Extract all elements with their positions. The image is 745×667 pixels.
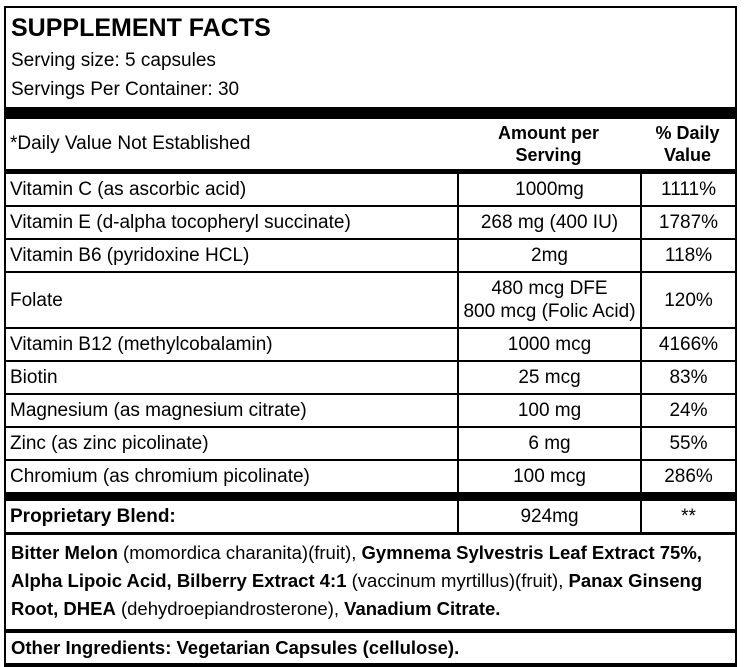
blend-ingredient: Gymnema Sylvestris Leaf Extract 75%, Alp… xyxy=(11,542,702,591)
amount-value: 1000 mcg xyxy=(457,329,640,360)
daily-value: 118% xyxy=(640,240,735,271)
blend-detail: (momordica charanita)(fruit), xyxy=(117,542,362,563)
blend-description: Bitter Melon (momordica charanita)(fruit… xyxy=(6,535,735,629)
serving-size: Serving size: 5 capsules xyxy=(11,50,216,71)
servings-per-container: Servings Per Container: 30 xyxy=(11,79,240,100)
blend-ingredient: Bitter Melon xyxy=(11,542,118,563)
daily-value: 83% xyxy=(640,362,735,393)
thick-separator-top xyxy=(6,107,735,119)
amount-value: 1000mg xyxy=(457,174,640,205)
ingredient-name: Vitamin B12 (methylcobalamin) xyxy=(10,334,273,355)
daily-value: 55% xyxy=(640,428,735,459)
blend-ingredient: Panax Ginseng Root, DHEA xyxy=(11,570,703,619)
table-row: Vitamin C (as ascorbic acid) 1000mg 1111% xyxy=(6,174,735,205)
ingredient-name: Chromium (as chromium picolinate) xyxy=(10,466,310,487)
amount-value: 268 mg (400 IU) xyxy=(457,207,640,238)
column-header-daily-value: % Daily Value xyxy=(655,123,720,165)
table-row: Vitamin E (d-alpha tocopheryl succinate)… xyxy=(6,205,735,238)
proprietary-blend-row: Proprietary Blend: 924mg ** xyxy=(6,501,735,535)
ingredient-name: Biotin xyxy=(10,367,58,388)
proprietary-blend-daily-value: ** xyxy=(640,501,735,532)
table-row: Vitamin B12 (methylcobalamin) 1000 mcg 416… xyxy=(6,327,735,360)
label-header: SUPPLEMENT FACTS Serving size: 5 capsule… xyxy=(6,8,735,107)
column-header-amount: Amount per Serving xyxy=(498,123,599,165)
amount-value: 25 mcg xyxy=(457,362,640,393)
table-header-row: *Daily Value Not Established Amount per … xyxy=(6,119,735,169)
daily-value-note: *Daily Value Not Established xyxy=(10,133,251,154)
amount-value: 100 mcg xyxy=(457,461,640,492)
proprietary-blend-label: Proprietary Blend: xyxy=(10,506,176,527)
daily-value: 4166% xyxy=(640,329,735,360)
daily-value: 24% xyxy=(640,395,735,426)
other-ingredients-separator xyxy=(6,629,735,633)
amount-value: 480 mcg DFE 800 mcg (Folic Acid) xyxy=(457,273,640,327)
daily-value: 120% xyxy=(640,273,735,327)
proprietary-blend-amount: 924mg xyxy=(457,501,640,532)
blend-ingredient: Vanadium Citrate. xyxy=(344,598,501,619)
blend-detail: (vaccinum myrtillus)(fruit), xyxy=(346,570,569,591)
amount-value: 100 mg xyxy=(457,395,640,426)
ingredient-name: Zinc (as zinc picolinate) xyxy=(10,433,209,454)
table-row: Biotin 25 mcg 83% xyxy=(6,360,735,393)
table-row: Vitamin B6 (pyridoxine HCL) 2mg 118% xyxy=(6,238,735,271)
label-title: SUPPLEMENT FACTS xyxy=(11,14,271,42)
ingredient-name: Vitamin C (as ascorbic acid) xyxy=(10,179,247,200)
table-row: Magnesium (as magnesium citrate) 100 mg 24… xyxy=(6,393,735,426)
ingredient-name: Folate xyxy=(10,289,63,311)
daily-value: 1111% xyxy=(640,174,735,205)
supplement-facts-label: SUPPLEMENT FACTS Serving size: 5 capsule… xyxy=(4,6,737,667)
amount-value: 2mg xyxy=(457,240,640,271)
thick-separator-blend xyxy=(6,492,735,501)
table-body: Vitamin C (as ascorbic acid) 1000mg 1111% V… xyxy=(6,174,735,492)
ingredient-name: Vitamin B6 (pyridoxine HCL) xyxy=(10,245,250,266)
amount-value: 6 mg xyxy=(457,428,640,459)
ingredient-name: Magnesium (as magnesium citrate) xyxy=(10,400,307,421)
daily-value: 286% xyxy=(640,461,735,492)
table-row: Chromium (as chromium picolinate) 100 mcg… xyxy=(6,459,735,492)
blend-detail: (dehydroepiandrosterone), xyxy=(115,598,345,619)
daily-value: 1787% xyxy=(640,207,735,238)
table-row: Folate 480 mcg DFE 800 mcg (Folic Acid) 12… xyxy=(6,271,735,327)
table-row: Zinc (as zinc picolinate) 6 mg 55% xyxy=(6,426,735,459)
ingredient-name: Vitamin E (d-alpha tocopheryl succinate) xyxy=(10,212,351,233)
header-separator xyxy=(6,169,735,174)
other-ingredients: Other Ingredients: Vegetarian Capsules (… xyxy=(11,637,460,658)
